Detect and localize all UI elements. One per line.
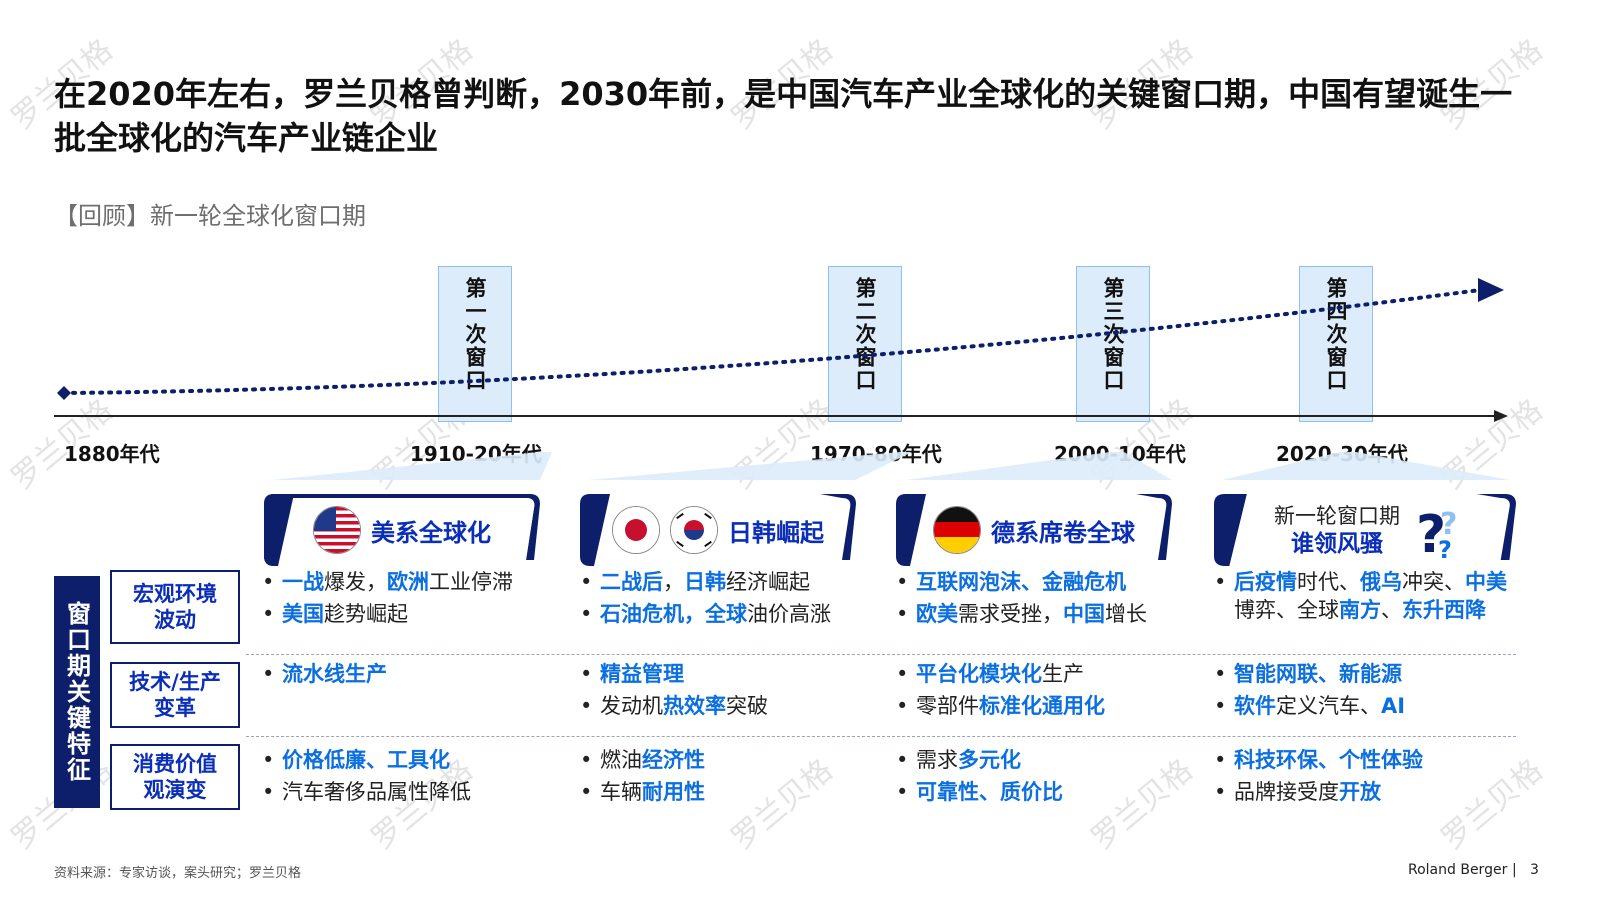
page-number: 3 <box>1530 862 1539 878</box>
svg-text:?: ? <box>1416 505 1446 560</box>
feature-cell: • 价格低廉、工具化 • 汽车奢侈品属性降低 <box>262 746 562 810</box>
period-label: 第一次窗口 <box>463 277 487 392</box>
feature-cell: • 科技环保、个性体验 • 品牌接受度开放 <box>1214 746 1514 810</box>
sidebar-label: 窗口期关键特征 <box>62 601 91 783</box>
feature-bullet: • 发动机热效率突破 <box>580 694 768 718</box>
feature-cell: • 智能网联、新能源 • 软件定义汽车、AI <box>1214 660 1514 724</box>
growth-trend-line <box>62 288 1482 395</box>
feature-cell: • 需求多元化 • 可靠性、质价比 <box>896 746 1196 810</box>
feature-bullet: • 科技环保、个性体验 <box>1214 748 1423 772</box>
feature-bullet: • 美国趁势崛起 <box>262 602 408 626</box>
feature-cell: • 流水线生产 <box>262 660 562 692</box>
card-label: 德系席卷全球 <box>991 518 1135 547</box>
card-frame <box>1214 494 1516 566</box>
row-head-macro: 宏观环境波动 <box>110 570 240 644</box>
card-label-line2: 谁领风骚 <box>1291 531 1383 557</box>
trend-arrowhead <box>1478 278 1504 302</box>
feature-bullet: • 价格低廉、工具化 <box>262 748 450 772</box>
feature-bullet: • 平台化模块化生产 <box>896 662 1084 686</box>
feature-bullet: • 品牌接受度开放 <box>1214 780 1381 804</box>
feature-bullet: • 一战爆发，欧洲工业停滞 <box>262 570 513 594</box>
feature-bullet: • 软件定义汽车、AI <box>1214 694 1406 718</box>
page-title: 在2020年左右，罗兰贝格曾判断，2030年前，是中国汽车产业全球化的关键窗口期… <box>54 75 1513 157</box>
feature-bullet: • 互联网泡沫、金融危机 <box>896 570 1126 594</box>
period-box-1: 第一次窗口 <box>438 266 512 422</box>
germany-flag-icon <box>933 506 981 554</box>
feature-bullet: • 汽车奢侈品属性降低 <box>262 780 471 804</box>
question-mark-icon: ? ? ? <box>1416 505 1457 560</box>
card-label: 日韩崛起 <box>728 518 824 547</box>
feature-bullet: • 精益管理 <box>580 662 684 686</box>
card-label: 美系全球化 <box>371 518 491 547</box>
key-features-sidebar: 窗口期关键特征 <box>54 576 100 808</box>
source-note: 资料来源：专家访谈，案头研究；罗兰贝格 <box>54 866 302 881</box>
period-label: 第四次窗口 <box>1324 277 1348 392</box>
timeline <box>54 278 1508 422</box>
feature-cell: • 二战后，日韩经济崛起 • 石油危机，全球油价高涨 <box>580 568 880 632</box>
period-box-3: 第三次窗口 <box>1076 266 1150 422</box>
card-label-line1: 新一轮窗口期 <box>1274 504 1400 528</box>
era-beams <box>272 452 1510 480</box>
page-subtitle: 【回顾】新一轮全球化窗口期 <box>54 202 366 230</box>
footer-separator: | <box>1512 862 1517 878</box>
feature-bullet: • 流水线生产 <box>262 662 387 686</box>
card-germany-global: 德系席卷全球 <box>896 494 1172 566</box>
row-divider <box>246 736 1516 737</box>
card-japan-korea-rise: 日韩崛起 <box>580 494 856 566</box>
feature-bullet: • 智能网联、新能源 <box>1214 662 1402 686</box>
row-head-consumer: 消费价值观演变 <box>110 744 240 810</box>
period-box-4: 第四次窗口 <box>1299 266 1373 422</box>
feature-bullet: • 可靠性、质价比 <box>896 780 1063 804</box>
svg-text:?: ? <box>1440 507 1457 542</box>
row-divider <box>246 654 1516 655</box>
feature-cell: • 后疫情时代、俄乌冲突、中美博弈、全球南方、东升西降 <box>1214 568 1514 628</box>
time-axis-arrowhead <box>1494 410 1508 422</box>
brand-name: Roland Berger <box>1408 862 1508 878</box>
feature-bullet: • 石油危机，全球油价高涨 <box>580 602 831 626</box>
feature-bullet: • 燃油经济性 <box>580 748 705 772</box>
feature-cell: • 精益管理 • 发动机热效率突破 <box>580 660 880 724</box>
era-label: 1880年代 <box>64 442 160 466</box>
card-frame <box>580 494 856 566</box>
card-us-globalization: 美系全球化 <box>264 494 540 566</box>
start-diamond <box>57 386 71 400</box>
row-head-label: 技术/生产变革 <box>129 670 221 720</box>
feature-bullet: • 车辆耐用性 <box>580 780 705 804</box>
svg-text:?: ? <box>1438 536 1452 560</box>
row-head-tech: 技术/生产变革 <box>110 662 240 728</box>
feature-cell: • 燃油经济性 • 车辆耐用性 <box>580 746 880 810</box>
feature-bullet: • 后疫情时代、俄乌冲突、中美博弈、全球南方、东升西降 <box>1214 570 1507 622</box>
feature-bullet: • 二战后，日韩经济崛起 <box>580 570 810 594</box>
feature-cell: • 平台化模块化生产 • 零部件标准化通用化 <box>896 660 1196 724</box>
feature-bullet: • 欧美需求受挫，中国增长 <box>896 602 1147 626</box>
row-head-label: 消费价值观演变 <box>133 752 217 802</box>
japan-flag-icon <box>612 506 660 554</box>
period-box-2: 第二次窗口 <box>828 266 902 422</box>
feature-bullet: • 需求多元化 <box>896 748 1021 772</box>
us-flag-icon <box>313 506 361 554</box>
feature-cell: • 互联网泡沫、金融危机 • 欧美需求受挫，中国增长 <box>896 568 1196 632</box>
feature-bullet: • 零部件标准化通用化 <box>896 694 1105 718</box>
row-head-label: 宏观环境波动 <box>133 582 217 632</box>
period-label: 第二次窗口 <box>853 277 877 392</box>
korea-flag-icon <box>670 506 718 554</box>
feature-cell: • 一战爆发，欧洲工业停滞 • 美国趁势崛起 <box>262 568 562 632</box>
card-new-window: 新一轮窗口期 谁领风骚 ? ? ? <box>1214 494 1516 566</box>
